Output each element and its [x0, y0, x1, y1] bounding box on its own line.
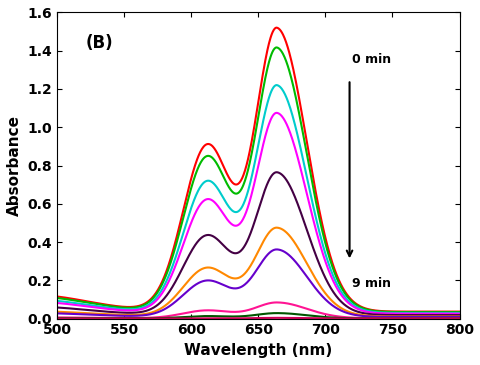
Text: 9 min: 9 min: [351, 277, 390, 289]
Y-axis label: Absorbance: Absorbance: [7, 115, 22, 216]
X-axis label: Wavelength (nm): Wavelength (nm): [184, 343, 332, 358]
Text: (B): (B): [85, 34, 113, 52]
Text: 0 min: 0 min: [351, 53, 391, 66]
